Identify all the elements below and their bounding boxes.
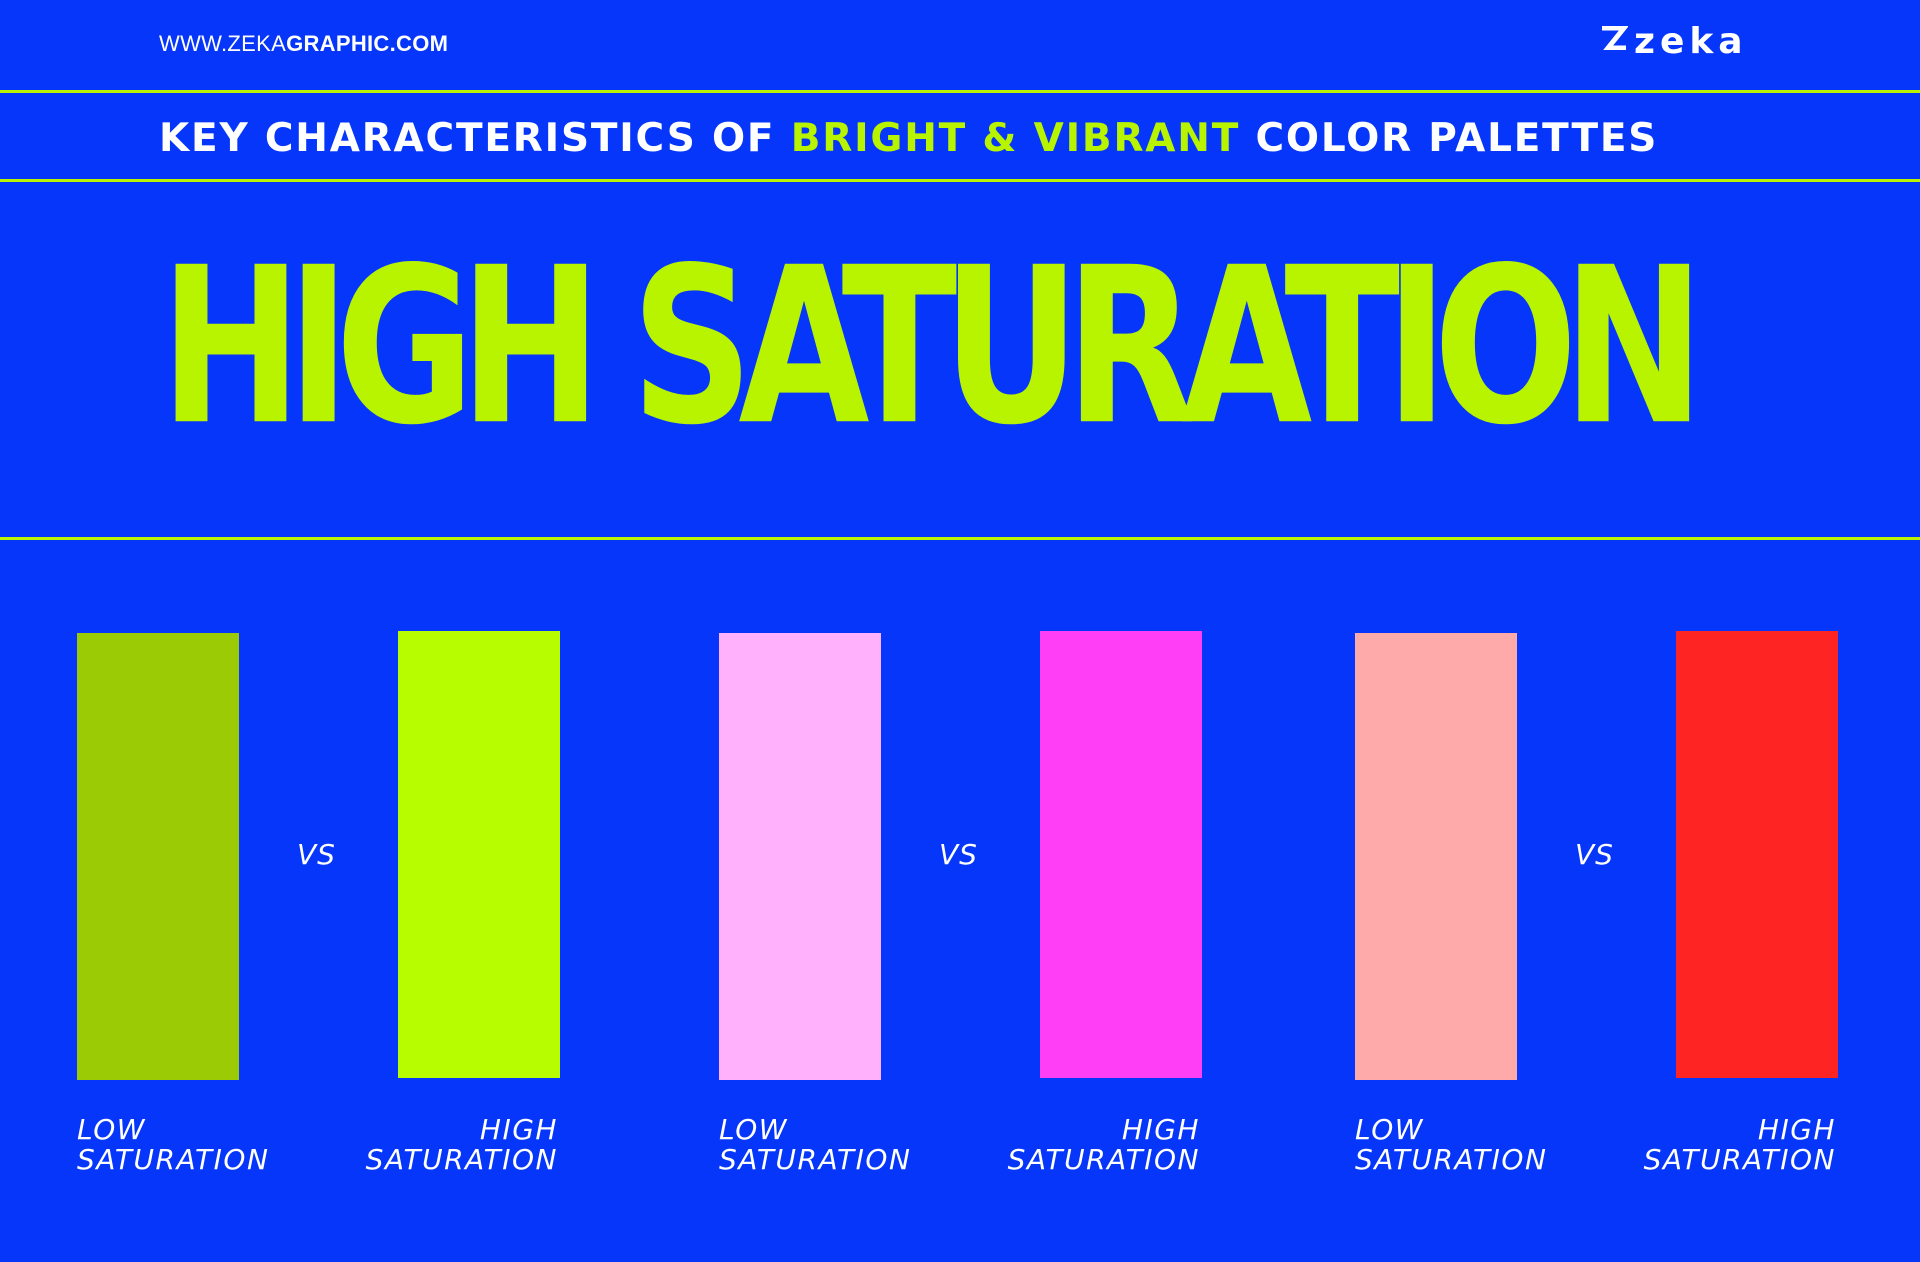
logo-wordmark: zeka	[1634, 21, 1748, 62]
caption-low-saturation: LOW SATURATION	[719, 1115, 911, 1175]
swatch-high-saturation-red	[1676, 631, 1838, 1078]
caption-line: SATURATION	[1355, 1143, 1548, 1176]
divider-line	[0, 179, 1920, 182]
caption-line: SATURATION	[1643, 1143, 1836, 1176]
caption-line: SATURATION	[719, 1143, 912, 1176]
caption-line: SATURATION	[365, 1143, 558, 1176]
caption-high-saturation: HIGH SATURATION	[1618, 1115, 1836, 1175]
page-subtitle: KEY CHARACTERISTICS OF BRIGHT & VIBRANT …	[159, 116, 1658, 162]
caption-line: HIGH	[479, 1113, 558, 1146]
subtitle-part-2: COLOR PALETTES	[1240, 116, 1659, 161]
caption-low-saturation: LOW SATURATION	[1355, 1115, 1547, 1175]
swatch-high-saturation-magenta	[1040, 631, 1202, 1078]
url-prefix: WWW.ZEKA	[159, 31, 287, 56]
divider-line	[0, 537, 1920, 540]
caption-line: SATURATION	[1007, 1143, 1200, 1176]
caption-line: SATURATION	[77, 1143, 270, 1176]
subtitle-part-1: KEY CHARACTERISTICS OF	[159, 116, 791, 161]
swatch-low-saturation-pink	[719, 633, 881, 1080]
caption-line: LOW	[77, 1113, 146, 1146]
vs-label: VS	[1575, 838, 1614, 871]
hero-title-text: HIGH SATURATION	[160, 220, 1705, 473]
swatch-low-saturation-green	[77, 633, 239, 1080]
hero-title: HIGH SATURATION	[160, 220, 1705, 496]
vs-label: VS	[297, 838, 336, 871]
zeka-logo: zeka	[1600, 21, 1760, 62]
website-url[interactable]: WWW.ZEKAGRAPHIC.COM	[159, 30, 448, 58]
caption-line: LOW	[719, 1113, 788, 1146]
caption-high-saturation: HIGH SATURATION	[982, 1115, 1200, 1175]
swatch-low-saturation-salmon	[1355, 633, 1517, 1080]
subtitle-accent: BRIGHT & VIBRANT	[790, 116, 1241, 161]
caption-line: HIGH	[1757, 1113, 1836, 1146]
divider-line	[0, 90, 1920, 93]
zeka-logo-mark-icon	[1602, 26, 1628, 50]
swatch-high-saturation-green	[398, 631, 560, 1078]
caption-line: HIGH	[1121, 1113, 1200, 1146]
caption-low-saturation: LOW SATURATION	[77, 1115, 269, 1175]
caption-high-saturation: HIGH SATURATION	[340, 1115, 558, 1175]
vs-label: VS	[939, 838, 978, 871]
url-suffix: GRAPHIC.COM	[286, 31, 449, 56]
caption-line: LOW	[1355, 1113, 1424, 1146]
